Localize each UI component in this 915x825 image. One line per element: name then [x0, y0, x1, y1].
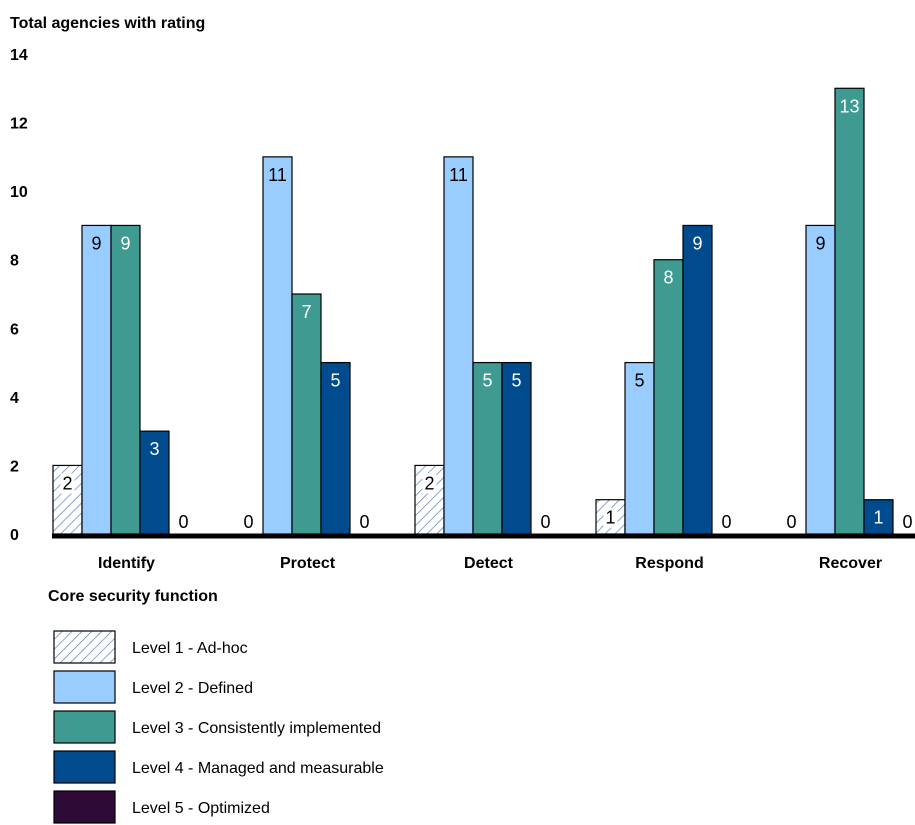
category-label: Identify [98, 555, 155, 572]
legend-label: Level 4 - Managed and measurable [132, 760, 384, 777]
data-label: 1 [873, 508, 883, 528]
data-label: 8 [663, 268, 673, 288]
data-label: 13 [839, 96, 859, 116]
bar [834, 87, 865, 535]
bar [682, 224, 713, 535]
y-tick-label: 0 [10, 527, 19, 544]
legend-swatch [53, 710, 116, 744]
bar [501, 361, 532, 535]
data-label: 11 [449, 165, 468, 185]
legend-swatch [53, 750, 116, 784]
data-label: 0 [540, 512, 550, 532]
bar [653, 259, 684, 535]
x-axis-title: Core security function [48, 588, 218, 605]
bar [81, 224, 112, 535]
data-label: 5 [330, 371, 340, 391]
legend-swatch [53, 670, 116, 704]
data-label: 0 [178, 512, 188, 532]
data-label: 3 [149, 439, 159, 459]
data-label: 0 [902, 512, 912, 532]
y-tick-label: 6 [10, 321, 19, 338]
bar [805, 224, 836, 535]
data-label: 0 [721, 512, 731, 532]
data-label: 5 [511, 371, 521, 391]
legend-label: Level 3 - Consistently implemented [132, 720, 381, 737]
bars [52, 87, 894, 535]
bar [110, 224, 141, 535]
bar [624, 361, 655, 535]
y-ticks: 0 2 4 6 8 10 12 14 [10, 47, 28, 544]
data-label: 0 [786, 512, 796, 532]
data-label: 5 [634, 371, 644, 391]
bar [443, 156, 474, 535]
category-label: Protect [280, 555, 336, 572]
category-label: Recover [819, 555, 882, 572]
legend-label: Level 2 - Defined [132, 680, 253, 697]
bar [262, 156, 293, 535]
y-axis-title: Total agencies with rating [10, 15, 205, 32]
category-label: Detect [464, 555, 514, 572]
category-labels: Identify Protect Detect Respond Recover [98, 555, 882, 572]
data-label: 11 [268, 165, 287, 185]
data-label: 5 [482, 371, 492, 391]
data-label: 2 [62, 473, 72, 493]
data-label: 9 [120, 233, 130, 253]
data-label: 9 [815, 233, 825, 253]
y-tick-label: 14 [10, 47, 28, 64]
legend-swatch [53, 630, 116, 664]
data-label: 7 [301, 302, 311, 322]
data-label: 0 [243, 512, 253, 532]
data-label-background [603, 507, 618, 528]
data-label-background [422, 473, 437, 494]
legend-label: Level 1 - Ad-hoc [132, 640, 248, 657]
data-label: 1 [605, 508, 615, 528]
data-label: 9 [91, 233, 101, 253]
y-tick-label: 10 [10, 184, 28, 201]
category-label: Respond [635, 555, 703, 572]
y-tick-label: 4 [10, 390, 19, 407]
data-label: 9 [692, 233, 702, 253]
bar [139, 430, 170, 535]
legend-label: Level 5 - Optimized [132, 800, 270, 817]
data-label-background [60, 473, 75, 494]
y-tick-label: 2 [10, 458, 19, 475]
y-tick-label: 8 [10, 253, 19, 270]
legend-swatch [53, 790, 116, 824]
data-label: 0 [359, 512, 369, 532]
bar [291, 293, 322, 535]
y-tick-label: 12 [10, 116, 28, 133]
legend: Level 1 - Ad-hoc Level 2 - Defined Level 3… [53, 630, 384, 824]
data-label: 2 [424, 473, 434, 493]
